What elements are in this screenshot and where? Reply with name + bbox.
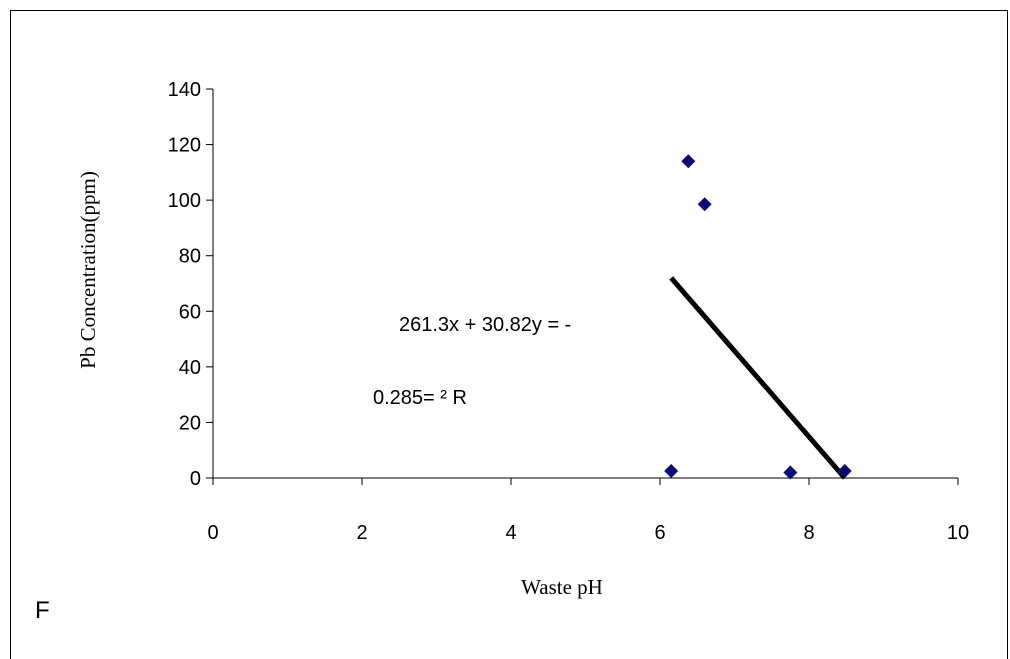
r-squared-label: 0.285= ² R bbox=[373, 387, 467, 409]
x-tick-label: 4 bbox=[505, 522, 516, 544]
x-axis-title: Waste pH bbox=[521, 575, 603, 599]
figure-frame bbox=[10, 10, 1008, 659]
data-points bbox=[664, 154, 852, 480]
x-axis: 0 2 4 6 8 10 bbox=[207, 477, 969, 544]
data-point bbox=[783, 465, 798, 480]
trendline-group bbox=[669, 276, 847, 480]
x-tick-label: 10 bbox=[947, 522, 969, 544]
y-axis-title: Pb Concentration(ppm) bbox=[76, 171, 100, 369]
x-tick-label: 0 bbox=[207, 522, 218, 544]
y-axis: 0 20 40 60 80 100 120 140 bbox=[168, 79, 214, 490]
panel-letter: F bbox=[35, 597, 50, 624]
y-tick-label: 140 bbox=[168, 79, 201, 101]
data-point bbox=[837, 464, 852, 479]
trendline bbox=[669, 276, 847, 480]
trendline-equation: 261.3x + 30.82y = - bbox=[399, 314, 571, 336]
y-tick-label: 100 bbox=[168, 190, 201, 212]
x-tick-label: 6 bbox=[654, 522, 665, 544]
y-tick-label: 60 bbox=[179, 301, 201, 323]
y-tick-label: 120 bbox=[168, 135, 201, 157]
y-tick-label: 20 bbox=[179, 412, 201, 434]
data-point bbox=[697, 197, 712, 212]
y-tick-label: 40 bbox=[179, 357, 201, 379]
data-point bbox=[664, 464, 679, 479]
data-point bbox=[681, 154, 696, 169]
x-tick-label: 8 bbox=[803, 522, 814, 544]
x-tick-label: 2 bbox=[356, 522, 367, 544]
y-tick-label: 0 bbox=[190, 468, 201, 490]
y-tick-label: 80 bbox=[179, 246, 201, 268]
